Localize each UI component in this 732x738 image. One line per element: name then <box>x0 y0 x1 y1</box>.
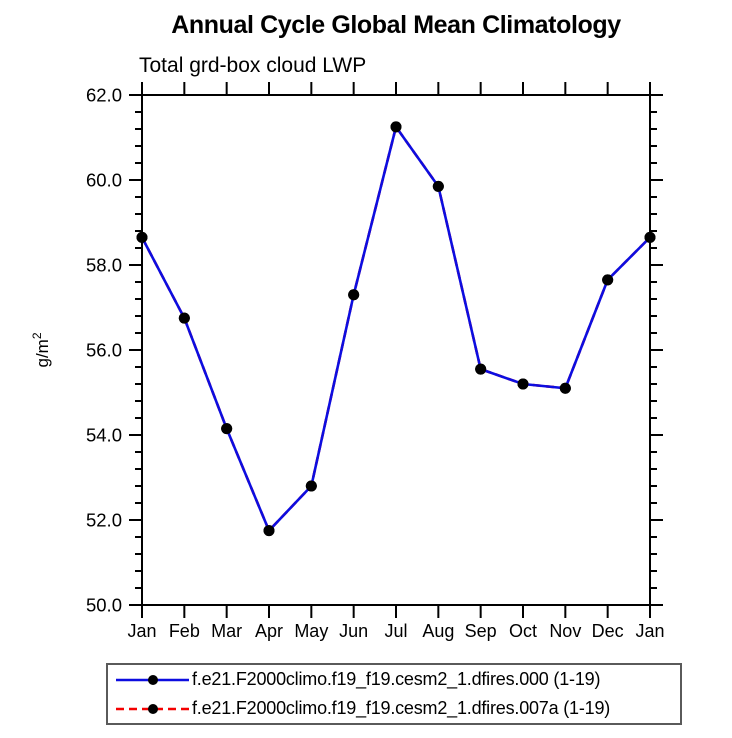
data-point-marker <box>559 382 571 394</box>
y-axis-tick-label: 60.0 <box>86 170 122 191</box>
chart-title: Annual Cycle Global Mean Climatology <box>171 11 621 39</box>
x-axis-tick-label: Jan <box>635 621 664 641</box>
y-axis-tick-label: 58.0 <box>86 255 122 276</box>
y-axis-tick-label: 62.0 <box>86 85 122 106</box>
x-axis-tick-label: Nov <box>549 621 581 641</box>
y-axis-tick-label: 56.0 <box>86 340 122 361</box>
legend-line-sample-solid <box>116 674 189 685</box>
data-point-marker <box>432 180 444 192</box>
data-point-marker <box>390 121 402 133</box>
legend: f.e21.F2000climo.f19_f19.cesm2_1.dfires.… <box>106 663 682 725</box>
legend-line-sample-dashed <box>116 703 189 714</box>
data-point-marker <box>602 274 614 286</box>
data-line-dashed <box>140 123 651 533</box>
legend-marker-dot-icon <box>148 674 158 685</box>
y-axis-label: g/m2 <box>30 332 52 367</box>
y-axis-tick-label: 52.0 <box>86 510 122 531</box>
x-axis-tick-label: Jun <box>339 621 368 641</box>
x-axis-tick-label: Jan <box>127 621 156 641</box>
plot-frame <box>141 94 651 606</box>
data-point-marker <box>136 231 148 243</box>
x-axis-tick-label: Aug <box>422 621 454 641</box>
legend-label-series-000: f.e21.F2000climo.f19_f19.cesm2_1.dfires.… <box>192 669 601 689</box>
data-point-marker <box>221 423 233 435</box>
legend-marker-dot-icon <box>148 703 158 714</box>
chart-subtitle: Total grd-box cloud LWP <box>139 54 367 77</box>
data-point-marker <box>263 525 275 537</box>
chart-canvas: 50.0 52.0 54.0 56.0 58.0 60.0 62.0 Jan Feb Mar Apr… <box>30 82 665 641</box>
data-point-marker <box>475 363 487 375</box>
x-axis-tick-label: Dec <box>592 621 624 641</box>
data-point-marker <box>305 480 317 492</box>
legend-label-series-007a: f.e21.F2000climo.f19_f19.cesm2_1.dfires.… <box>192 698 611 718</box>
y-axis-tick-label: 54.0 <box>86 425 122 446</box>
x-axis-tick-label: May <box>294 621 328 641</box>
x-axis-tick-label: Oct <box>509 621 537 641</box>
y-axis-tick-label: 50.0 <box>86 595 122 616</box>
data-point-marker <box>644 231 656 243</box>
data-point-marker <box>517 378 529 390</box>
x-axis-tick-label: Feb <box>169 621 200 641</box>
data-point-marker <box>178 312 190 324</box>
x-axis-tick-label: Apr <box>255 621 283 641</box>
legend-row-series-000: f.e21.F2000climo.f19_f19.cesm2_1.dfires.… <box>113 667 680 693</box>
x-axis-tick-label: Sep <box>465 621 497 641</box>
legend-row-series-007a: f.e21.F2000climo.f19_f19.cesm2_1.dfires.… <box>113 696 680 722</box>
x-axis-tick-label: Jul <box>384 621 407 641</box>
data-line-solid <box>140 123 651 533</box>
data-point-marker <box>348 289 360 301</box>
x-axis-tick-label: Mar <box>211 621 242 641</box>
